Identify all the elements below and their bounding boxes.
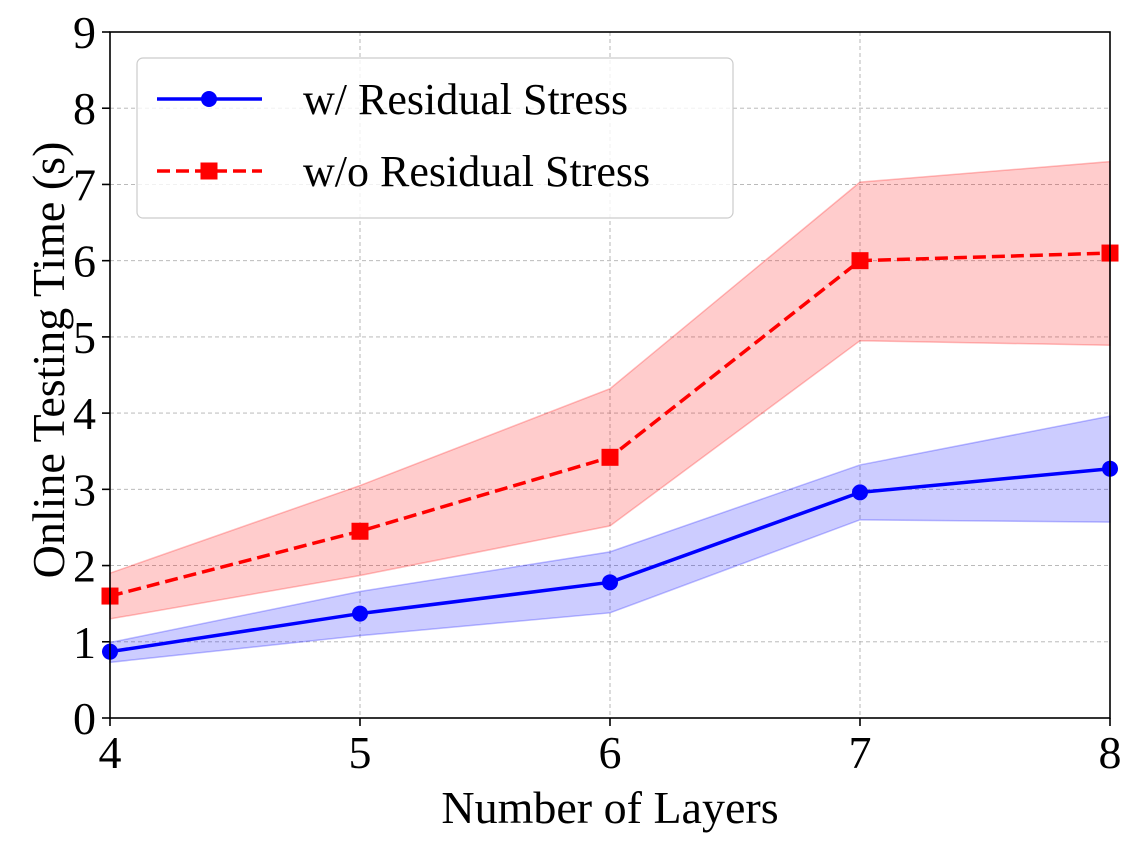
- legend-box: [136, 57, 734, 219]
- point-series-0-3: [852, 484, 868, 501]
- legend-label-1: w/o Residual Stress: [303, 147, 650, 196]
- x-tick-label-2: 6: [599, 727, 622, 778]
- legend-marker-0: [201, 91, 217, 107]
- y-tick-label-4: 4: [73, 388, 96, 439]
- series-markers: [101, 244, 1119, 660]
- legend-entry-0: w/ Residual Stress: [157, 75, 628, 124]
- legend: w/ Residual Stress w/o Residual Stress: [136, 57, 734, 219]
- y-tick-label-7: 7: [73, 159, 96, 210]
- x-tick-label-4: 8: [1099, 727, 1122, 778]
- x-tick-label-0: 4: [99, 727, 122, 778]
- x-tick-label-3: 7: [849, 727, 872, 778]
- point-series-1-1: [351, 522, 369, 540]
- y-tick-label-9: 9: [73, 7, 96, 58]
- x-axis-label: Number of Layers: [441, 782, 778, 833]
- legend-entries: w/ Residual Stress w/o Residual Stress: [157, 75, 650, 196]
- y-tick-label-8: 8: [73, 83, 96, 134]
- y-tick-label-2: 2: [73, 541, 96, 592]
- point-series-0-2: [602, 574, 618, 591]
- x-tick-label-1: 5: [349, 727, 372, 778]
- legend-entry-1: w/o Residual Stress: [157, 147, 650, 196]
- point-series-0-1: [352, 605, 368, 622]
- y-tick-label-3: 3: [73, 464, 96, 515]
- legend-marker-1: [200, 162, 218, 180]
- legend-label-0: w/ Residual Stress: [303, 75, 628, 124]
- y-tick-label-1: 1: [73, 617, 96, 668]
- point-series-1-2: [601, 448, 619, 466]
- y-tick-label-0: 0: [73, 693, 96, 744]
- point-series-1-3: [851, 252, 869, 270]
- y-tick-label-5: 5: [73, 312, 96, 363]
- y-tick-label-6: 6: [73, 236, 96, 287]
- axis-ticks: 0 1 2 3 4 5 6 7 8 9 4 5 6 7 8: [73, 7, 1122, 778]
- y-axis-label: Online Testing Time (s): [23, 142, 74, 579]
